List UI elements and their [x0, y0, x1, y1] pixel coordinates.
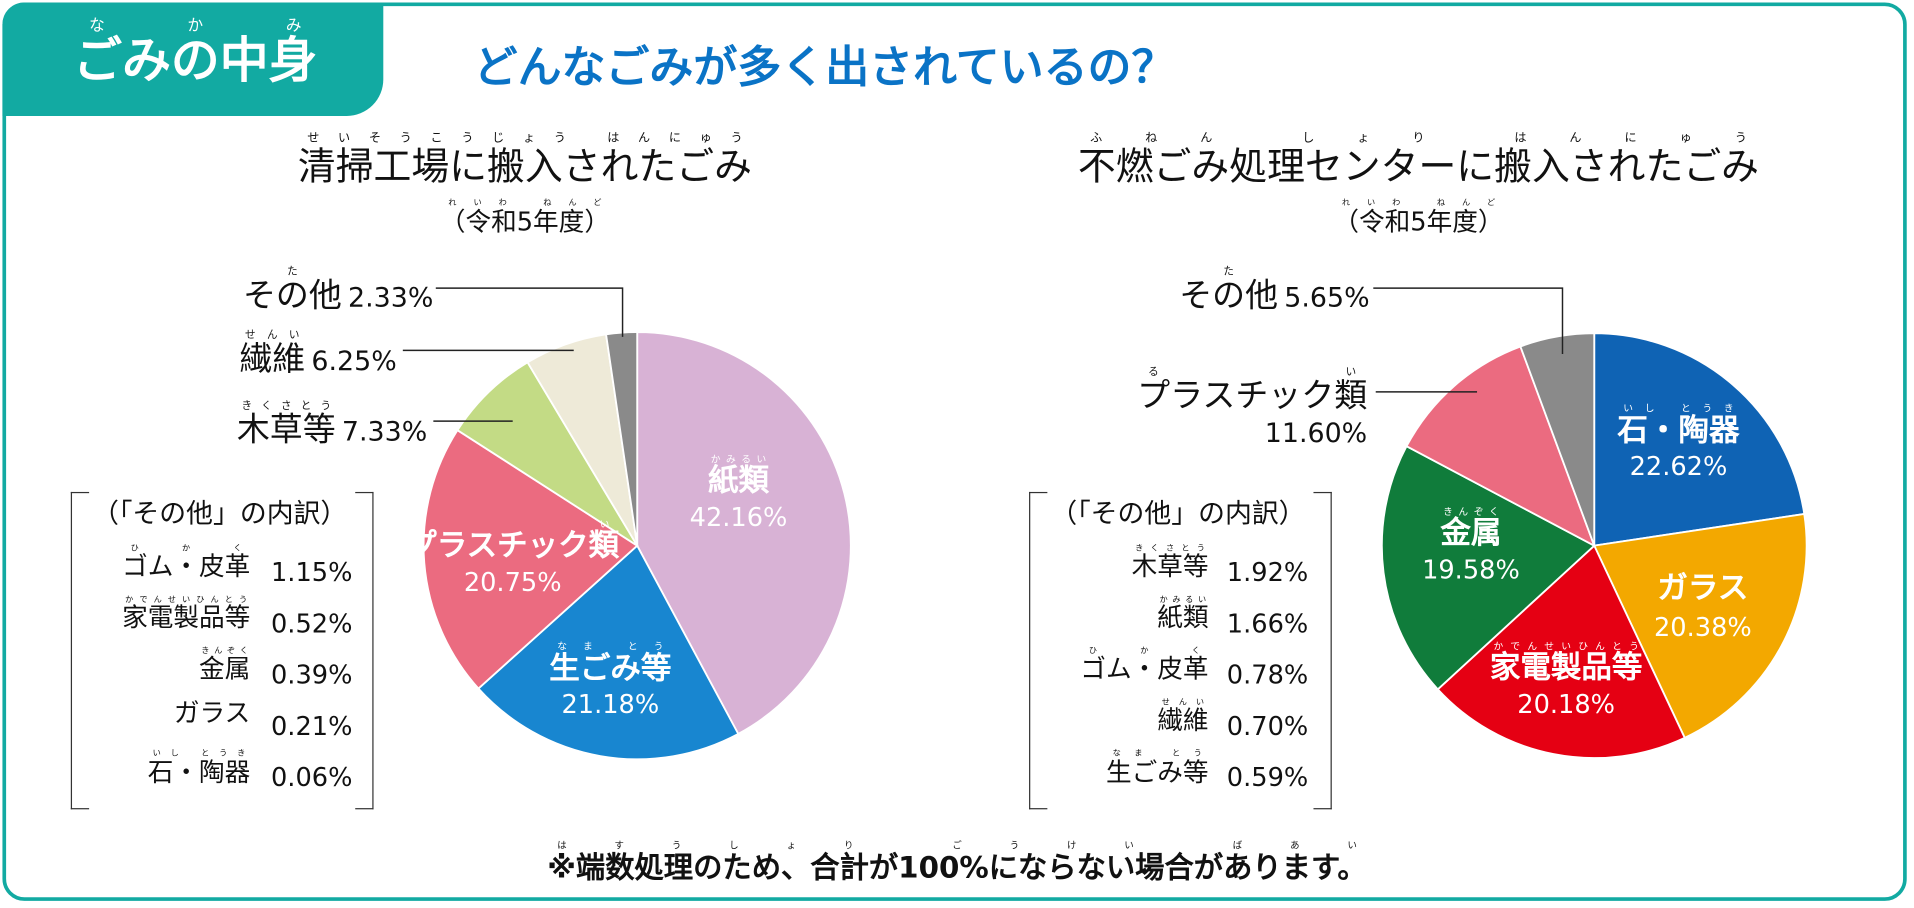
breakdown-label: 木草等きくさとう — [1131, 543, 1209, 582]
slice-value-label: 21.18% — [561, 689, 660, 719]
slice-label: 生ごみ等なま とう — [549, 640, 672, 687]
leader-line — [435, 287, 624, 337]
section-badge-title: ごみの中身なかみ — [73, 17, 318, 90]
breakdown-value: 1.92% — [1226, 557, 1309, 588]
slice-callout: 木草等きくさとう 7.33% — [236, 400, 428, 450]
breakdown-value: 0.78% — [1226, 660, 1309, 690]
bracket-right — [355, 491, 374, 810]
slice-label: 金属きんぞく — [1440, 506, 1502, 551]
chart-subtitle: （令和5年度）れいわ ねんど — [439, 197, 610, 237]
breakdown-title: （「その他」の内訳） — [92, 499, 348, 530]
breakdown-label: 生ごみ等なま とう — [1105, 748, 1209, 788]
footnote: ※端数処理のため、合計が100%にならない場合があります。はすうしょり ごうけい… — [547, 839, 1367, 886]
breakdown-title: （「その他」の内訳） — [1050, 499, 1306, 530]
slice-callout: プラスチック類るい 11.60% — [1137, 366, 1368, 450]
pie-slice — [456, 361, 638, 547]
slice-value-label: 19.58% — [1422, 555, 1520, 585]
breakdown-value: 0.06% — [270, 762, 353, 793]
breakdown-value: 0.21% — [270, 711, 353, 741]
bracket-left — [70, 491, 90, 810]
slice-value-label: 20.75% — [463, 567, 562, 597]
breakdown-value: 1.66% — [1226, 609, 1309, 639]
slice-value-label: 42.16% — [689, 502, 788, 533]
page-title: どんなごみが多く出されているの？ — [473, 42, 1176, 93]
pie-slice — [1405, 345, 1596, 548]
breakdown-value: 0.39% — [270, 660, 353, 690]
slice-label: 家電製品等かでんせいひんとう — [1489, 640, 1643, 685]
pie-slice — [1592, 512, 1808, 740]
breakdown-value: 0.59% — [1226, 762, 1309, 793]
pie-slice — [1380, 445, 1596, 691]
pie-slice — [422, 428, 639, 690]
pie-slice — [1436, 544, 1686, 759]
slice-callout: 繊維せんい 6.25% — [239, 329, 397, 379]
leader-line — [1373, 287, 1564, 355]
breakdown-label: 家電製品等かでんせいひんとう — [122, 594, 251, 633]
chart-subtitle: （令和5年度）れいわ ねんど — [1333, 197, 1504, 237]
slice-label: ガラス — [1657, 570, 1749, 606]
pie-slice — [1519, 332, 1596, 546]
slice-callout: その他た 5.65% — [1179, 266, 1370, 315]
section-badge — [2, 2, 384, 116]
slice-label: 石・陶器いし とうき — [1617, 402, 1740, 448]
chart-title: 清掃工場に搬入されたごみせいそうこうじょう はんにゅう — [297, 131, 752, 190]
pie-slice — [477, 544, 740, 761]
pie-slice — [605, 331, 639, 546]
breakdown-label: 繊維せんい — [1157, 697, 1209, 735]
breakdown-label: 石・陶器いし とうき — [147, 748, 251, 788]
slice-callout: その他た 2.33% — [242, 266, 434, 315]
slice-label: プラスチック類るい — [406, 518, 620, 563]
breakdown-label: 金属きんぞく — [198, 645, 251, 684]
bracket-right — [1313, 491, 1332, 810]
breakdown-value: 0.52% — [270, 609, 353, 639]
chart-title: 不燃ごみ処理センターに搬入されたごみふねん しょり はんにゅう — [1077, 131, 1760, 190]
slice-value-label: 20.38% — [1654, 612, 1752, 643]
slice-label: 紙類かみるい — [707, 454, 770, 499]
breakdown-label: 紙類かみるい — [1157, 594, 1209, 633]
breakdown-label: ガラス — [173, 698, 251, 728]
breakdown-label: ゴム・皮革ひかく — [122, 543, 251, 582]
breakdown-value: 0.70% — [1226, 711, 1309, 741]
slice-value-label: 22.62% — [1629, 451, 1728, 481]
breakdown-label: ゴム・皮革ひかく — [1080, 645, 1209, 684]
pie-slice — [1593, 332, 1806, 547]
slice-value-label: 20.18% — [1517, 689, 1616, 719]
breakdown-value: 1.15% — [270, 557, 353, 588]
bracket-left — [1029, 491, 1048, 810]
pie-slice — [636, 331, 852, 736]
